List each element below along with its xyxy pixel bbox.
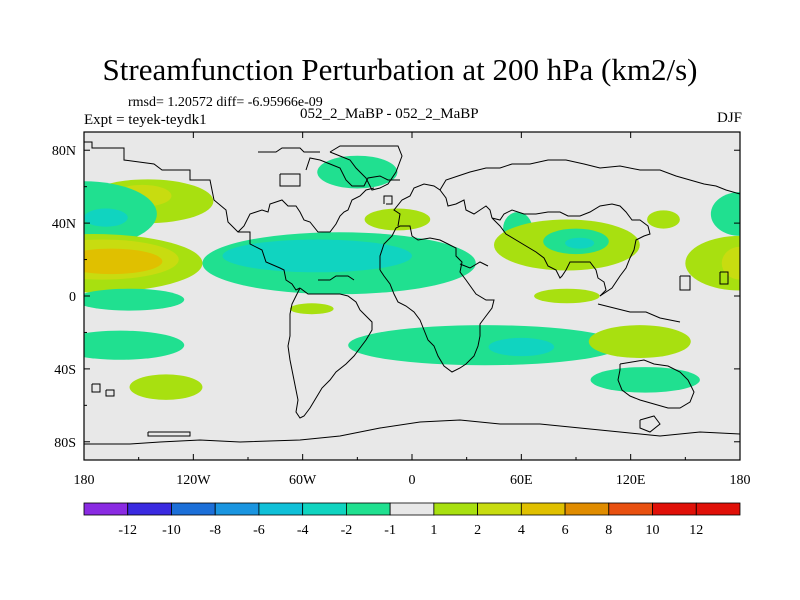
colorbar-swatch: [608, 502, 653, 516]
coast-africa: [379, 225, 495, 373]
coast-island-b: [105, 389, 115, 397]
x-tick-label: 60E: [510, 473, 533, 488]
coast-australia: [617, 359, 695, 409]
colorbar-swatch: [258, 502, 304, 516]
coast-island-c: [279, 173, 301, 187]
anomaly-arctic-atlantic-negative: [317, 155, 398, 189]
coastlines: [84, 141, 740, 445]
colorbar-swatch: [302, 502, 347, 516]
y-tick-label: 80N: [52, 144, 76, 159]
season-label: DJF: [716, 110, 742, 126]
x-tick-label: 0: [409, 473, 416, 488]
colorbar-label: -2: [341, 523, 353, 538]
anomaly-australia-south-negative: [590, 367, 700, 393]
colorbar-label: 10: [646, 523, 660, 538]
chart-title: Streamfunction Perturbation at 200 hPa (…: [102, 52, 698, 87]
colorbar-swatch: [214, 502, 260, 516]
anomaly-south-pacific-negative: [84, 288, 185, 311]
colorbar-label: 8: [605, 523, 612, 538]
y-tick-label: 40S: [54, 363, 76, 378]
coast-arctic-archipelago: [305, 157, 400, 187]
colorbar-swatch: [433, 502, 479, 516]
coast-island-e: [719, 271, 729, 285]
coast-british-isles: [383, 195, 393, 205]
coast-europe: [393, 183, 493, 227]
colorbar-swatch: [171, 502, 216, 516]
colorbar-label: 4: [518, 523, 525, 538]
center-label: 052_2_MaBP - 052_2_MaBP: [300, 106, 479, 122]
coast-north-america: [84, 141, 301, 291]
coast-island-a: [91, 383, 101, 393]
anomaly-east-edge-positive-inner: [721, 246, 740, 280]
colorbar-label: -1: [384, 523, 396, 538]
anomaly-southwest-pacific-positive: [588, 325, 691, 358]
x-tick-label: 120W: [176, 473, 211, 488]
colorbar-label: -12: [118, 523, 137, 538]
anomaly-equatorial-indian-positive: [534, 288, 600, 304]
y-tick-label: 40N: [52, 217, 76, 232]
axis-ticks: 180 120W 60W 0 60E 120E 180 80N 40N 0 40S 80S: [52, 132, 751, 488]
x-tick-label: 120E: [616, 473, 646, 488]
colorbar-swatch: [389, 502, 435, 516]
colorbar-swatch: [520, 502, 566, 516]
coast-island-d: [679, 275, 691, 291]
colorbar-label: -4: [297, 523, 309, 538]
plot-background: [84, 132, 740, 460]
colorbar-swatch: [477, 502, 522, 516]
colorbar-swatch: [83, 502, 129, 516]
anomaly-north-pacific-negative-inner: [84, 208, 128, 227]
anomaly-japan-positive: [647, 210, 680, 229]
anomaly-europe-positive: [364, 208, 431, 231]
coast-canada-east: [237, 187, 375, 233]
anomaly-asia-negative-inner: [565, 237, 595, 249]
colorbar-label: 1: [430, 523, 437, 538]
stats-line: rmsd= 1.20572 diff= -6.95966e-09: [128, 95, 323, 110]
anomaly-southern-indian-negative-outer: [348, 325, 622, 366]
x-tick-label: 180: [74, 473, 95, 488]
colorbar: -12 -10 -8 -6 -4 -2 -1 1 2 4 6 8 10 12: [83, 502, 741, 538]
anomaly-south-atlantic-positive: [289, 303, 334, 315]
colorbar-label: 2: [474, 523, 481, 538]
x-tick-label: 60W: [289, 473, 317, 488]
coast-ross-shelf: [147, 431, 191, 437]
coast-arabia: [459, 261, 489, 269]
x-tick-label: 180: [730, 473, 751, 488]
coast-asia-north: [439, 159, 740, 195]
colorbar-label: -10: [162, 523, 181, 538]
anomaly-east-edge-positive: [685, 235, 740, 291]
colorbar-label: -8: [209, 523, 221, 538]
coast-south-america: [287, 287, 373, 419]
anomaly-eastern-pacific-positive-inner: [84, 248, 163, 275]
anomaly-south-america-negative: [84, 330, 185, 360]
colorbar-swatch: [652, 502, 697, 516]
anomaly-east-edge-negative: [710, 192, 740, 236]
anomaly-southern-ocean-positive: [129, 374, 203, 400]
colorbar-swatch: [345, 502, 391, 516]
coast-greenland: [329, 145, 403, 191]
coast-east-asia: [491, 203, 651, 297]
colorbar-swatch: [564, 502, 610, 516]
experiment-label: Expt = teyek-teydk1: [84, 112, 207, 128]
colorbar-label: 12: [689, 523, 703, 538]
coast-indonesia: [597, 303, 681, 323]
coast-caribbean: [318, 275, 355, 281]
colorbar-label: -6: [253, 523, 265, 538]
coast-antarctica: [84, 419, 740, 445]
plot-area: 180 120W 60W 0 60E 120E 180 80N 40N 0 40S 80S: [52, 131, 751, 488]
colorbar-swatch: [127, 502, 172, 516]
anomaly-southern-indian-negative-inner: [488, 337, 555, 357]
coast-arctic-islands: [258, 147, 320, 153]
y-tick-label: 0: [69, 290, 76, 305]
colorbar-label: 6: [562, 523, 569, 538]
colorbar-swatch: [695, 502, 741, 516]
anomaly-fields: [84, 155, 740, 400]
coast-new-zealand: [639, 415, 661, 433]
y-tick-label: 80S: [54, 436, 76, 451]
coast-south-asia: [491, 217, 607, 297]
